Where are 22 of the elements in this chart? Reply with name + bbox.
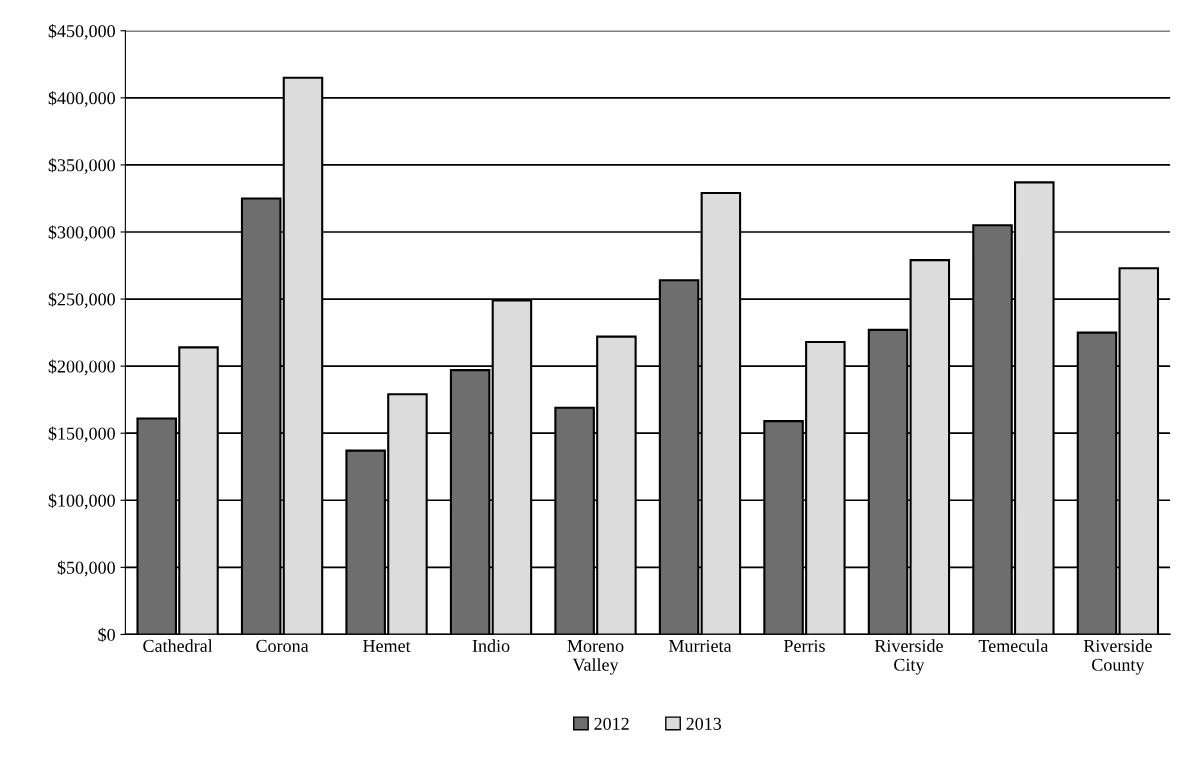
y-tick-label: $250,000 [48, 292, 115, 309]
legend-label: 2012 [594, 717, 629, 730]
x-tick-label: Cathedral [143, 639, 213, 652]
y-tick-label: $150,000 [48, 426, 115, 443]
legend-label: 2013 [686, 717, 722, 730]
x-tick-label: Temecula [978, 639, 1049, 652]
y-tick-label: $300,000 [48, 225, 115, 242]
y-tick-label: $350,000 [48, 158, 115, 174]
x-tick-label: Perris [783, 639, 825, 652]
y-tick-label: $100,000 [48, 493, 115, 510]
x-tick-label: Hemet [363, 639, 411, 652]
x-tick-label: Corona [256, 639, 309, 652]
y-tick-label: $450,000 [48, 23, 115, 40]
x-tick-label: Murrieta [668, 639, 732, 652]
x-tick-label: Riverside City [874, 639, 943, 675]
y-tick-label: $400,000 [48, 91, 115, 107]
x-tick-label: Riverside County [1083, 639, 1152, 675]
y-tick-label: $0 [98, 627, 115, 643]
x-tick-label: Moreno Valley [567, 639, 624, 675]
y-tick-label: $200,000 [48, 359, 115, 376]
x-tick-label: Indio [472, 639, 510, 652]
y-tick-label: $50,000 [57, 560, 115, 577]
